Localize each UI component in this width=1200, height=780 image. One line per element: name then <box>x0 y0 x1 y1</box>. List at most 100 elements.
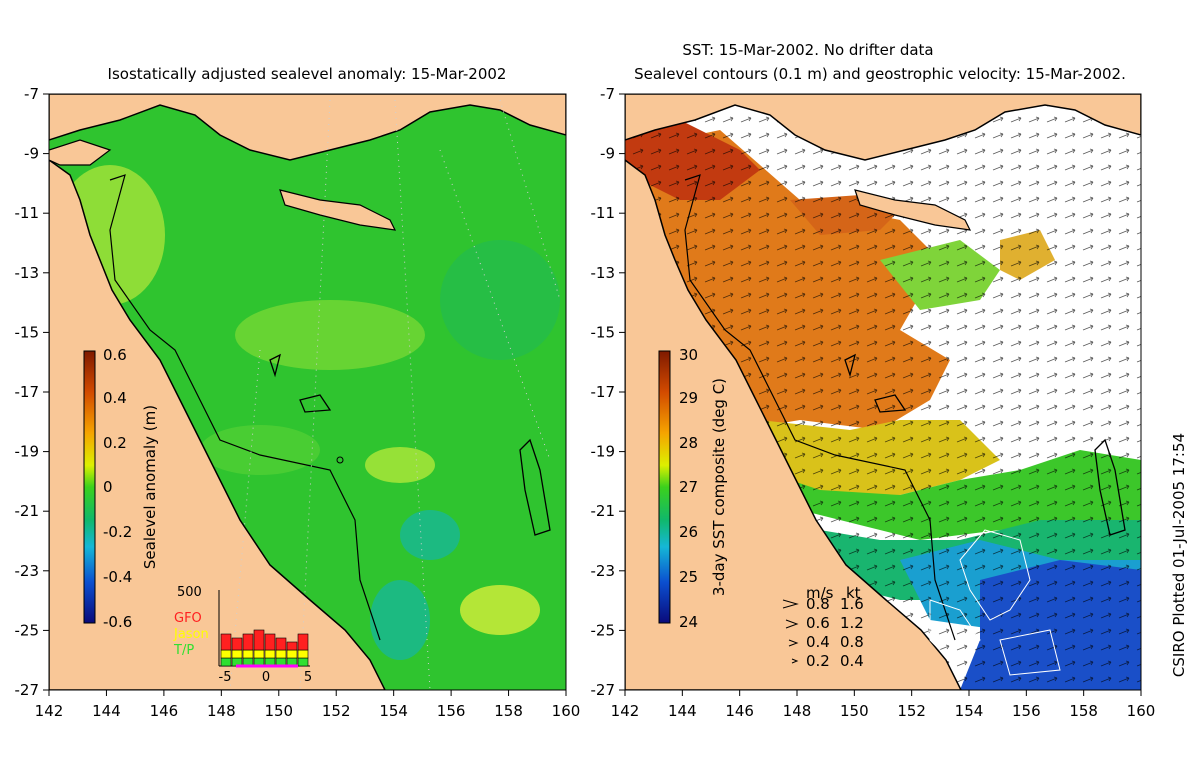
y-tick-label: -9 <box>24 145 39 163</box>
vel-ms: 0.8 <box>806 595 830 613</box>
left-map-plot <box>49 94 566 690</box>
y-tick-label: -7 <box>24 85 39 103</box>
left-cbar-tick: -0.4 <box>103 568 132 586</box>
right-cbar-tick: 26 <box>679 523 698 541</box>
vel-header-ms: m/s <box>806 584 834 602</box>
inset-bar <box>231 637 243 651</box>
x-tick-label: 142 <box>35 702 64 720</box>
x-tick-label: 148 <box>783 702 812 720</box>
inset-bar <box>264 633 276 651</box>
australia-land <box>625 159 962 690</box>
y-tick-label: -9 <box>600 145 615 163</box>
x-tick-label: 154 <box>379 702 408 720</box>
right-axes: 142 144 146 148 150 152 154 156 158 160 -7 -9 -11 -13… <box>591 85 1156 720</box>
y-tick-label: -27 <box>15 681 40 699</box>
x-tick-label: 146 <box>725 702 754 720</box>
inset-bar <box>286 649 298 659</box>
inset-bar <box>242 649 254 659</box>
velocity-legend: m/s kt 0.8 1.6 0.6 1.2 0.4 0.8 0.2 0.4 <box>782 584 864 670</box>
y-tick-label: -21 <box>591 502 616 520</box>
x-tick-label: 146 <box>150 702 179 720</box>
right-cbar-tick: 30 <box>679 346 698 364</box>
y-tick-label: -25 <box>591 621 616 639</box>
x-tick-label: 144 <box>92 702 121 720</box>
right-cbar-tick: 25 <box>679 568 698 586</box>
right-map-plot <box>625 94 1141 690</box>
inset-bar <box>275 637 287 651</box>
inset-legend-jason: Jason <box>173 627 209 642</box>
y-tick-label: -11 <box>15 204 40 222</box>
vel-arrow-icon <box>791 658 799 664</box>
inset-bar <box>220 649 232 659</box>
inset-xtick: 0 <box>262 670 270 685</box>
inset-legend-tp: T/P <box>173 643 194 658</box>
inset-bar <box>220 633 232 651</box>
x-tick-label: 150 <box>264 702 293 720</box>
y-tick-label: -23 <box>15 562 40 580</box>
vel-arrow-icon <box>788 639 799 647</box>
y-tick-label: -7 <box>600 85 615 103</box>
y-tick-label: -15 <box>15 323 40 341</box>
left-cbar-label: Sealevel anomaly (m) <box>141 405 159 569</box>
y-tick-label: -17 <box>15 383 40 401</box>
vel-kt: 1.2 <box>840 614 864 632</box>
left-cbar-tick: 0.2 <box>103 434 127 452</box>
vel-kt: 0.8 <box>840 633 864 651</box>
right-cbar-tick: 27 <box>679 478 698 496</box>
x-tick-label: 160 <box>1127 702 1156 720</box>
vel-arrow-icon <box>785 619 799 629</box>
inset-xtick: 5 <box>304 670 312 685</box>
x-tick-label: 152 <box>322 702 351 720</box>
vel-ms: 0.4 <box>806 633 830 651</box>
inset-legend-gfo: GFO <box>174 611 202 626</box>
vel-header-kt: kt <box>846 584 861 602</box>
right-map-title-2: Sealevel contours (0.1 m) and geostrophi… <box>634 65 1126 83</box>
x-tick-label: 156 <box>437 702 466 720</box>
y-tick-label: -19 <box>15 443 40 461</box>
inset-xtick: -5 <box>219 670 232 685</box>
left-cbar-tick: 0.6 <box>103 346 127 364</box>
x-tick-label: 160 <box>552 702 581 720</box>
vel-ms: 0.6 <box>806 614 830 632</box>
x-tick-label: 144 <box>668 702 697 720</box>
left-cbar-tick: -0.6 <box>103 613 132 631</box>
y-tick-label: -17 <box>591 383 616 401</box>
left-axes: 142 144 146 148 150 152 154 156 158 160 -7 -9 -11 -13… <box>15 85 581 720</box>
left-map-title: Isostatically adjusted sealevel anomaly:… <box>108 65 507 83</box>
inset-bar <box>297 649 309 659</box>
inset-bar <box>220 657 232 667</box>
y-tick-label: -21 <box>15 502 40 520</box>
y-tick-label: -23 <box>591 562 616 580</box>
x-tick-label: 154 <box>955 702 984 720</box>
x-tick-label: 158 <box>494 702 523 720</box>
inset-bars <box>220 629 309 667</box>
vel-ms: 0.2 <box>806 652 830 670</box>
png-land <box>49 94 566 161</box>
australia-land <box>49 159 386 690</box>
altimeter-inset: 500 GFO Jason T/P -5 0 5 <box>173 585 312 685</box>
y-tick-label: -11 <box>591 204 616 222</box>
right-colorbar: 30 29 28 27 26 25 24 3-day SST composite… <box>658 346 728 631</box>
inset-bar <box>253 649 265 659</box>
left-cbar-tick: 0 <box>103 478 113 496</box>
png-land <box>625 94 1141 161</box>
right-map-title-1: SST: 15-Mar-2002. No drifter data <box>682 41 933 59</box>
x-tick-label: 158 <box>1069 702 1098 720</box>
left-cbar-tick: -0.2 <box>103 523 132 541</box>
y-tick-label: -13 <box>591 264 616 282</box>
right-cbar-tick: 29 <box>679 389 698 407</box>
inset-bar <box>264 649 276 659</box>
plot-credit: CSIRO Plotted 01-Jul-2005 17:54 <box>1170 433 1188 677</box>
inset-bar <box>297 657 309 667</box>
x-tick-label: 152 <box>897 702 926 720</box>
y-tick-label: -15 <box>591 323 616 341</box>
y-tick-label: -13 <box>15 264 40 282</box>
inset-bar <box>275 649 287 659</box>
vel-arrow-icon <box>782 599 799 609</box>
inset-ymax: 500 <box>177 585 202 600</box>
right-cbar-tick: 28 <box>679 434 698 452</box>
x-tick-label: 156 <box>1012 702 1041 720</box>
inset-bar <box>242 633 254 651</box>
x-tick-label: 148 <box>207 702 236 720</box>
